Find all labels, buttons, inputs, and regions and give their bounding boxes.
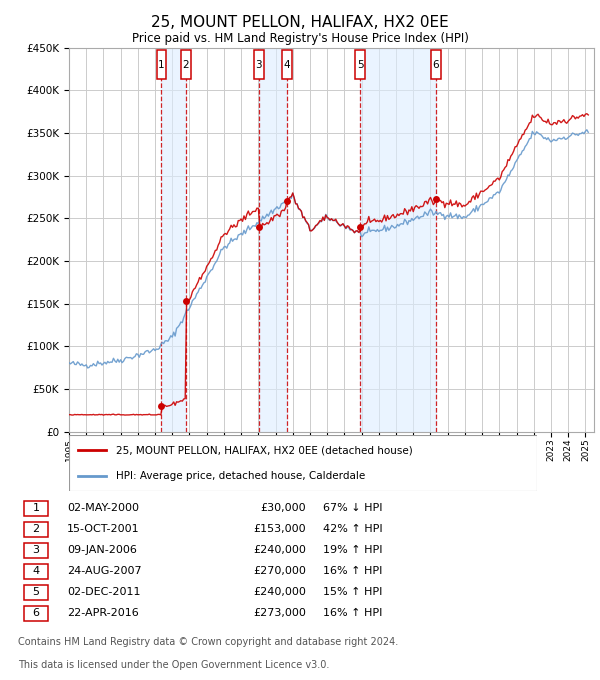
Text: 24-AUG-2007: 24-AUG-2007 bbox=[67, 566, 142, 576]
FancyBboxPatch shape bbox=[24, 605, 48, 621]
Bar bbox=[259, 48, 287, 432]
Text: £240,000: £240,000 bbox=[253, 545, 306, 555]
Text: Price paid vs. HM Land Registry's House Price Index (HPI): Price paid vs. HM Land Registry's House … bbox=[131, 32, 469, 45]
Text: 25, MOUNT PELLON, HALIFAX, HX2 0EE: 25, MOUNT PELLON, HALIFAX, HX2 0EE bbox=[151, 15, 449, 30]
Text: 16% ↑ HPI: 16% ↑ HPI bbox=[323, 566, 383, 576]
Text: 6: 6 bbox=[433, 60, 439, 70]
Text: 22-APR-2016: 22-APR-2016 bbox=[67, 608, 139, 618]
FancyBboxPatch shape bbox=[24, 543, 48, 558]
Text: £30,000: £30,000 bbox=[260, 503, 306, 513]
Text: 4: 4 bbox=[283, 60, 290, 70]
Text: 2: 2 bbox=[182, 60, 189, 70]
Text: 15% ↑ HPI: 15% ↑ HPI bbox=[323, 587, 383, 597]
FancyBboxPatch shape bbox=[24, 500, 48, 516]
Text: 25, MOUNT PELLON, HALIFAX, HX2 0EE (detached house): 25, MOUNT PELLON, HALIFAX, HX2 0EE (deta… bbox=[116, 445, 413, 455]
Text: Contains HM Land Registry data © Crown copyright and database right 2024.: Contains HM Land Registry data © Crown c… bbox=[18, 637, 398, 647]
Bar bbox=[360, 48, 436, 432]
Text: 1: 1 bbox=[158, 60, 165, 70]
Text: 02-MAY-2000: 02-MAY-2000 bbox=[67, 503, 139, 513]
Text: 42% ↑ HPI: 42% ↑ HPI bbox=[323, 524, 383, 534]
FancyBboxPatch shape bbox=[282, 50, 292, 80]
FancyBboxPatch shape bbox=[355, 50, 365, 80]
FancyBboxPatch shape bbox=[431, 50, 440, 80]
Text: £240,000: £240,000 bbox=[253, 587, 306, 597]
Text: 4: 4 bbox=[32, 566, 40, 576]
Text: £153,000: £153,000 bbox=[253, 524, 306, 534]
Bar bbox=[161, 48, 186, 432]
Text: 19% ↑ HPI: 19% ↑ HPI bbox=[323, 545, 383, 555]
FancyBboxPatch shape bbox=[24, 522, 48, 537]
Text: £273,000: £273,000 bbox=[253, 608, 306, 618]
FancyBboxPatch shape bbox=[157, 50, 166, 80]
Text: 02-DEC-2011: 02-DEC-2011 bbox=[67, 587, 140, 597]
Text: 2: 2 bbox=[32, 524, 40, 534]
Text: 67% ↓ HPI: 67% ↓ HPI bbox=[323, 503, 383, 513]
Text: 5: 5 bbox=[357, 60, 364, 70]
Text: This data is licensed under the Open Government Licence v3.0.: This data is licensed under the Open Gov… bbox=[18, 660, 329, 670]
Text: 3: 3 bbox=[256, 60, 262, 70]
Text: £270,000: £270,000 bbox=[253, 566, 306, 576]
Text: 6: 6 bbox=[32, 608, 40, 618]
Text: 1: 1 bbox=[32, 503, 40, 513]
FancyBboxPatch shape bbox=[181, 50, 191, 80]
FancyBboxPatch shape bbox=[254, 50, 263, 80]
FancyBboxPatch shape bbox=[69, 435, 537, 491]
Text: 15-OCT-2001: 15-OCT-2001 bbox=[67, 524, 140, 534]
FancyBboxPatch shape bbox=[24, 564, 48, 579]
Text: 5: 5 bbox=[32, 587, 40, 597]
Text: 09-JAN-2006: 09-JAN-2006 bbox=[67, 545, 137, 555]
FancyBboxPatch shape bbox=[24, 585, 48, 600]
Text: HPI: Average price, detached house, Calderdale: HPI: Average price, detached house, Cald… bbox=[116, 471, 365, 481]
Text: 3: 3 bbox=[32, 545, 40, 555]
Text: 16% ↑ HPI: 16% ↑ HPI bbox=[323, 608, 383, 618]
